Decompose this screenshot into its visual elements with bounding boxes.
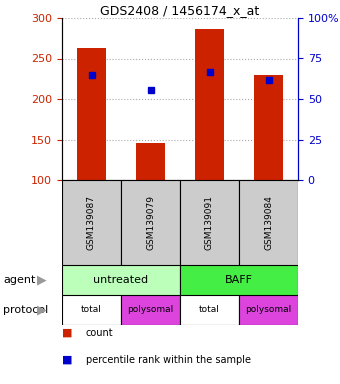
Text: untreated: untreated <box>94 275 149 285</box>
Bar <box>62 295 121 325</box>
Text: GSM139084: GSM139084 <box>264 195 273 250</box>
Text: GSM139079: GSM139079 <box>146 195 155 250</box>
Text: protocol: protocol <box>3 305 49 315</box>
Text: GSM139087: GSM139087 <box>87 195 96 250</box>
Text: BAFF: BAFF <box>225 275 253 285</box>
Bar <box>62 180 121 265</box>
Bar <box>195 28 224 180</box>
Title: GDS2408 / 1456174_x_at: GDS2408 / 1456174_x_at <box>100 4 260 17</box>
Bar <box>121 295 180 325</box>
Bar <box>136 143 165 180</box>
Text: total: total <box>81 306 102 314</box>
Text: ▶: ▶ <box>37 303 47 316</box>
Text: ▶: ▶ <box>37 273 47 286</box>
Bar <box>180 295 239 325</box>
Bar <box>239 295 298 325</box>
Bar <box>239 180 298 265</box>
Text: percentile rank within the sample: percentile rank within the sample <box>86 354 251 364</box>
Text: GSM139091: GSM139091 <box>205 195 214 250</box>
Text: count: count <box>86 328 114 338</box>
Bar <box>180 265 298 295</box>
Bar <box>180 180 239 265</box>
Text: total: total <box>199 306 220 314</box>
Bar <box>77 48 106 180</box>
Bar <box>254 75 283 180</box>
Text: polysomal: polysomal <box>128 306 174 314</box>
Text: ■: ■ <box>62 328 72 338</box>
Text: ■: ■ <box>62 354 72 364</box>
Text: agent: agent <box>3 275 36 285</box>
Bar <box>62 265 180 295</box>
Bar <box>121 180 180 265</box>
Text: polysomal: polysomal <box>245 306 292 314</box>
